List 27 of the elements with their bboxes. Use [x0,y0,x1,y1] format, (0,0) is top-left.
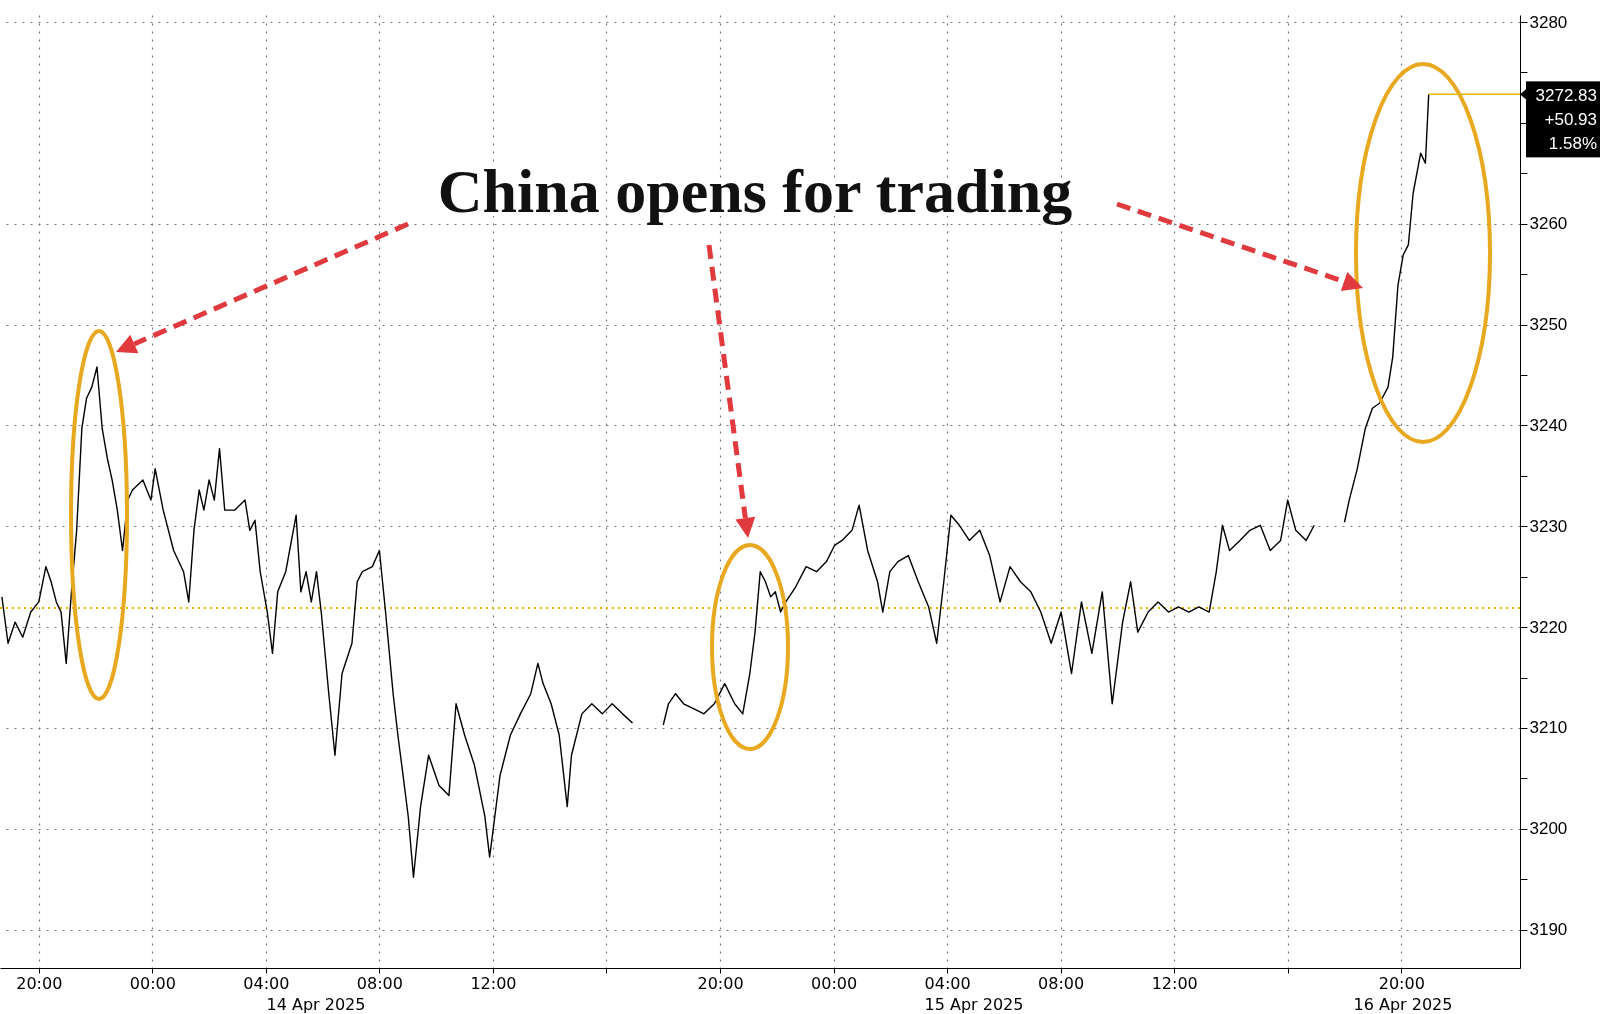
y-tick-label: 3230 [1529,516,1568,536]
x-tick-label: 20:00 [697,973,744,993]
x-tick-label: 04:00 [243,973,290,993]
y-tick-label: 3260 [1529,214,1568,234]
y-tick-label: 3280 [1529,12,1568,32]
x-tick-label: 12:00 [470,973,517,993]
y-tick-label: 3220 [1529,617,1568,637]
annotation: 3272.83 [1535,86,1597,106]
text: 1.58% [1548,134,1597,154]
y-tick-label: 3210 [1529,718,1568,738]
annotation: China opens for trading [437,157,1073,225]
text: 16 Apr 2025 [1353,995,1453,1014]
text: +50.93 [1544,110,1597,130]
y-tick-label: 3190 [1529,920,1568,940]
x-tick-label: 20:00 [1378,973,1425,993]
y-tick-label: 3250 [1529,315,1568,335]
x-tick-label: 00:00 [811,973,858,993]
text: 14 Apr 2025 [266,995,366,1014]
y-tick-label: 3200 [1529,819,1568,839]
y-tick-label: 3240 [1529,415,1568,435]
x-tick-label: 04:00 [924,973,971,993]
x-tick-label: 20:00 [16,973,63,993]
x-tick-label: 08:00 [356,973,403,993]
x-tick-label: 00:00 [129,973,176,993]
x-tick-label: 08:00 [1038,973,1085,993]
x-tick-label: 12:00 [1151,973,1198,993]
text: 15 Apr 2025 [924,995,1024,1014]
